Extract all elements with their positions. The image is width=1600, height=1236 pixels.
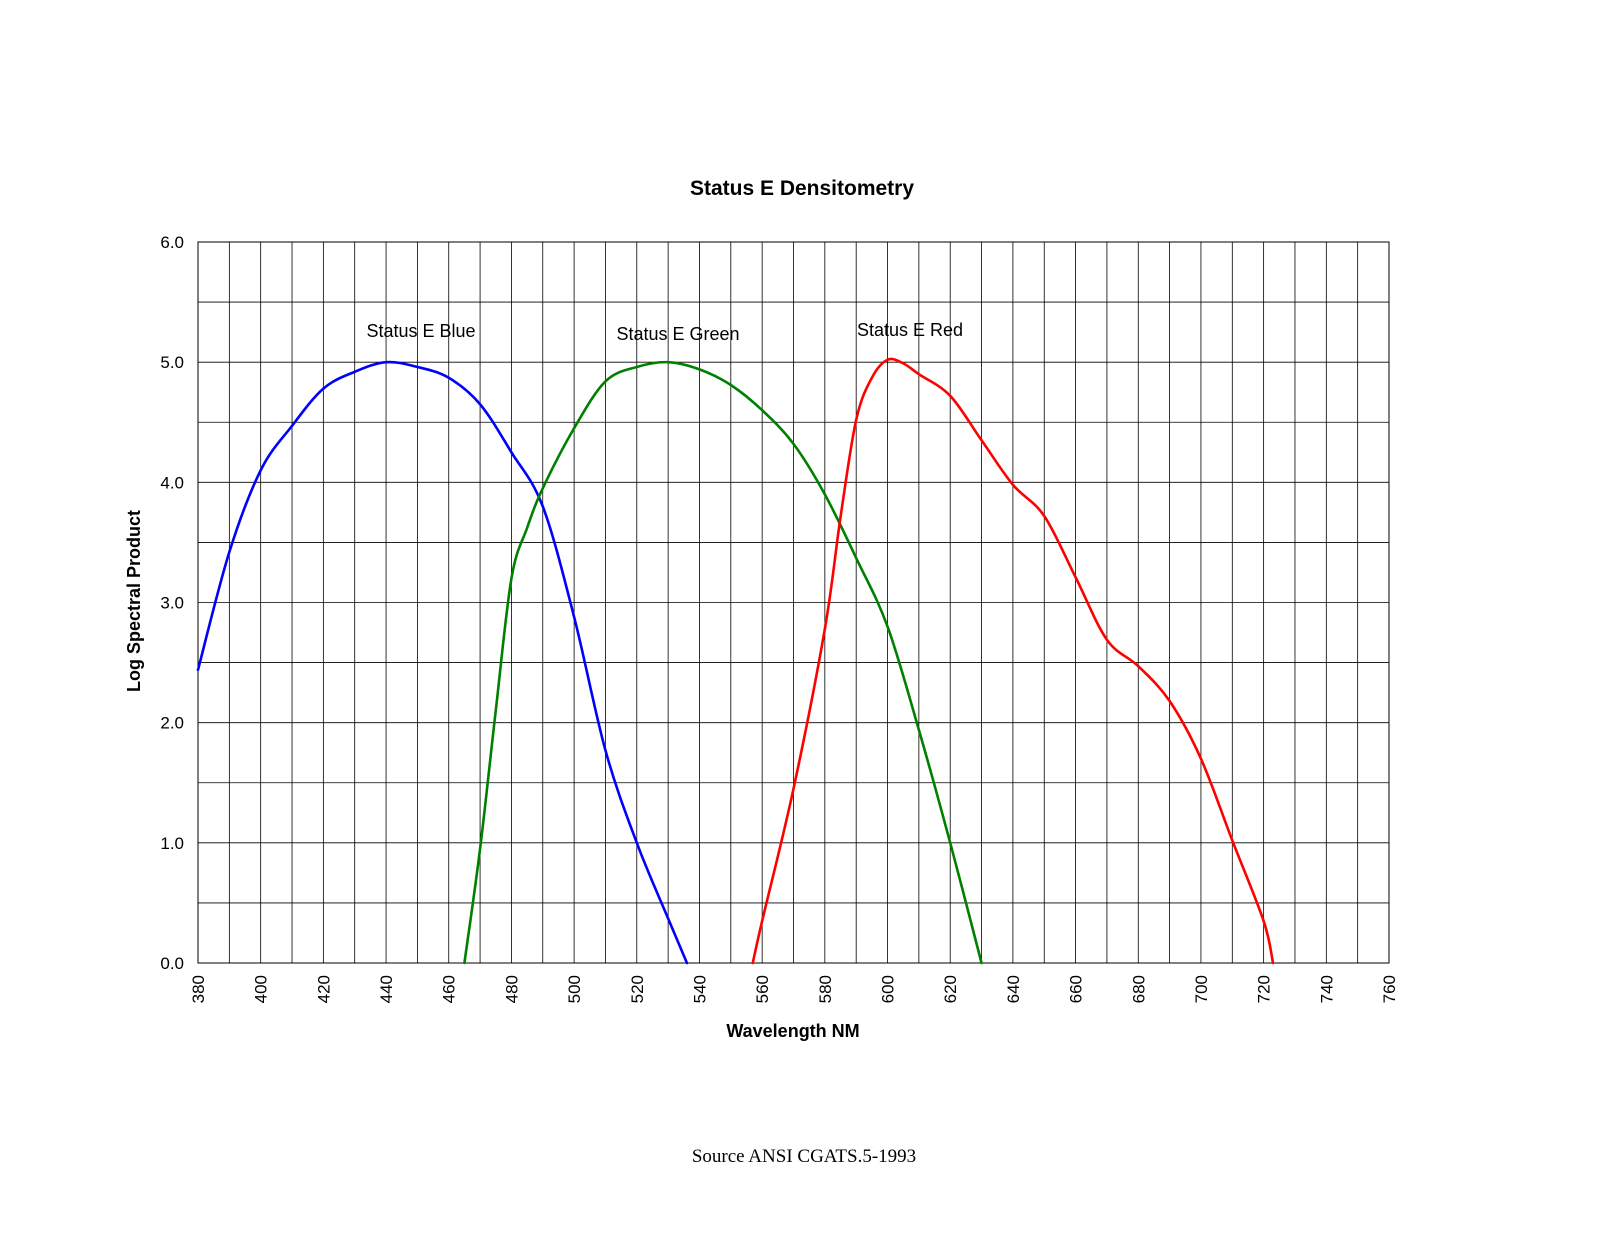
y-tick-label: 3.0 — [160, 594, 184, 613]
x-tick-labels: 380 400 420 440 460 480 500 520 540 560 580 600 620 6… — [189, 975, 1399, 1003]
x-tick-label: 460 — [440, 975, 459, 1003]
series-line-green — [463, 360, 983, 965]
series-label-red: Status E Red — [857, 320, 963, 340]
y-tick-label: 6.0 — [160, 233, 184, 252]
x-tick-label: 400 — [252, 975, 271, 1003]
series-line-red — [751, 357, 1275, 965]
x-tick-label: 600 — [879, 975, 898, 1003]
x-tick-label: 640 — [1004, 975, 1023, 1003]
x-tick-label: 380 — [189, 975, 208, 1003]
x-tick-label: 480 — [502, 975, 521, 1003]
x-tick-label: 660 — [1067, 975, 1086, 1003]
x-tick-label: 440 — [377, 975, 396, 1003]
x-tick-label: 520 — [628, 975, 647, 1003]
y-tick-label: 4.0 — [160, 473, 184, 492]
x-tick-label: 760 — [1380, 975, 1399, 1003]
x-tick-label: 720 — [1255, 975, 1274, 1003]
y-axis-label: Log Spectral Product — [124, 510, 144, 692]
chart-title: Status E Densitometry — [690, 177, 914, 200]
source-note: Source ANSI CGATS.5-1993 — [692, 1146, 916, 1167]
y-tick-label: 1.0 — [160, 834, 184, 853]
x-tick-label: 540 — [690, 975, 709, 1003]
plot-frame — [197, 241, 1390, 964]
series-line-blue — [196, 360, 689, 965]
x-tick-label: 580 — [816, 975, 835, 1003]
x-tick-label: 620 — [941, 975, 960, 1003]
x-tick-label: 500 — [565, 975, 584, 1003]
grid-lines — [197, 241, 1390, 964]
x-tick-label: 700 — [1192, 975, 1211, 1003]
x-tick-label: 680 — [1129, 975, 1148, 1003]
y-tick-label: 0.0 — [160, 954, 184, 973]
series-label-green: Status E Green — [616, 324, 739, 344]
y-tick-label: 5.0 — [160, 353, 184, 372]
series-lines — [196, 357, 1275, 965]
y-tick-label: 2.0 — [160, 714, 184, 733]
series-label-blue: Status E Blue — [366, 321, 475, 341]
x-axis-label: Wavelength NM — [726, 1021, 859, 1041]
x-tick-label: 740 — [1317, 975, 1336, 1003]
x-tick-label: 420 — [314, 975, 333, 1003]
y-tick-labels: 0.0 1.0 2.0 3.0 4.0 5.0 6.0 — [160, 233, 184, 973]
x-tick-label: 560 — [753, 975, 772, 1003]
